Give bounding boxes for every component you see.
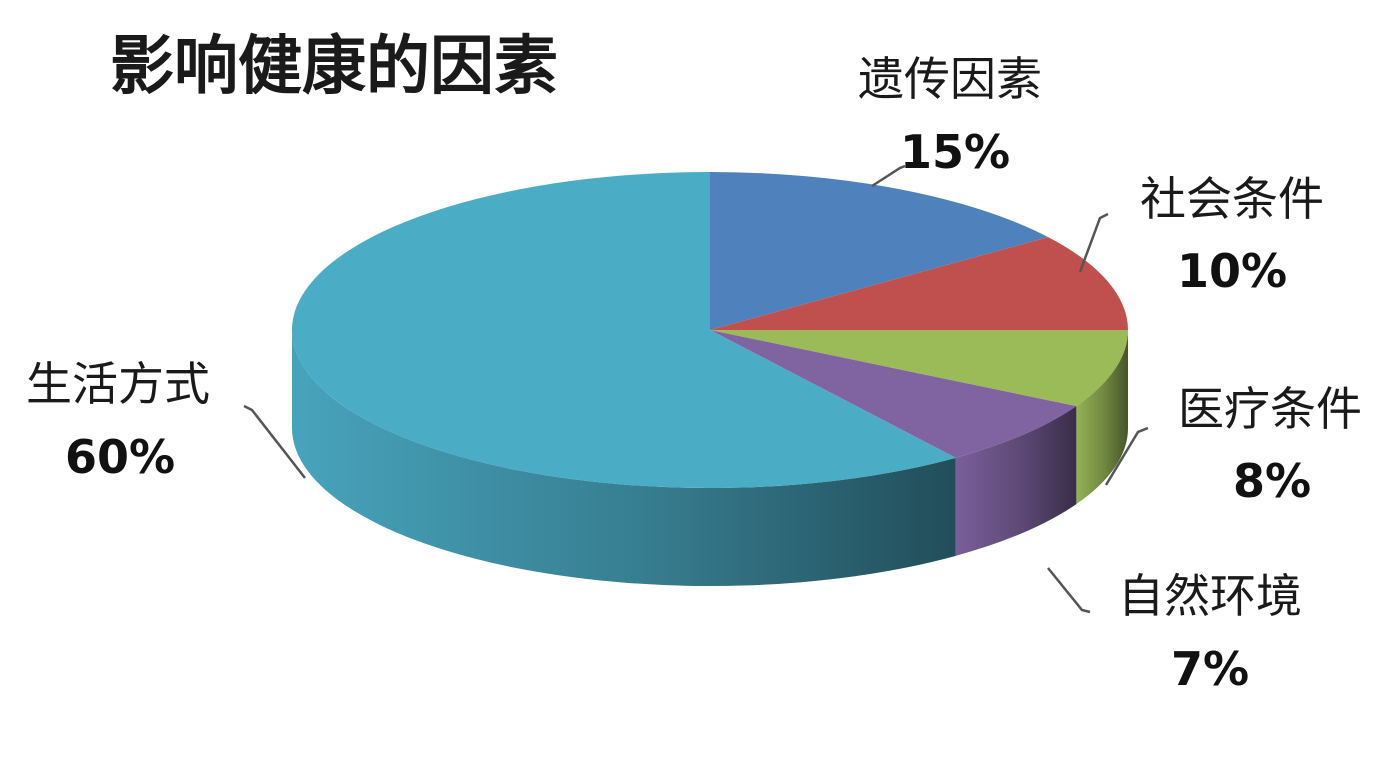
pie-slice-5: [291, 172, 956, 489]
leader-line-1: [871, 164, 906, 188]
slice-label-1: 遗传因素: [858, 52, 1042, 106]
slice-labels: 遗传因素 15% 社会条件 10% 医疗条件 8% 自然环境 7% 生活方式 60%: [26, 52, 1362, 696]
pie-slice-4: [710, 330, 1077, 458]
chart-title: 影响健康的因素: [110, 30, 558, 104]
slice-value-1: 15%: [900, 125, 1010, 179]
pie-side-shade-3-1: [1076, 330, 1128, 505]
leader-lines: [243, 164, 1149, 614]
leader-line-4: [1047, 567, 1091, 614]
pie-sides: [292, 330, 1128, 587]
slice-value-2: 10%: [1177, 244, 1287, 298]
pie-top: [291, 172, 1128, 489]
slice-label-4: 自然环境: [1118, 569, 1302, 623]
slice-value-4: 7%: [1171, 642, 1249, 696]
pie-slice-2: [710, 237, 1128, 330]
leader-line-2: [1078, 212, 1109, 273]
leader-line-3: [1104, 426, 1149, 486]
slice-label-2: 社会条件: [1140, 172, 1324, 226]
pie-side-shade-4-1: [955, 406, 1077, 556]
slice-value-3: 8%: [1233, 454, 1311, 508]
slice-label-3: 医疗条件: [1178, 382, 1362, 436]
pie-slice-1: [710, 172, 1049, 330]
leader-line-5: [243, 404, 306, 479]
slice-label-5: 生活方式: [26, 357, 210, 411]
pie-slice-3: [710, 330, 1128, 407]
slice-value-5: 60%: [65, 430, 175, 484]
pie-side-shade-5-1: [292, 330, 956, 587]
